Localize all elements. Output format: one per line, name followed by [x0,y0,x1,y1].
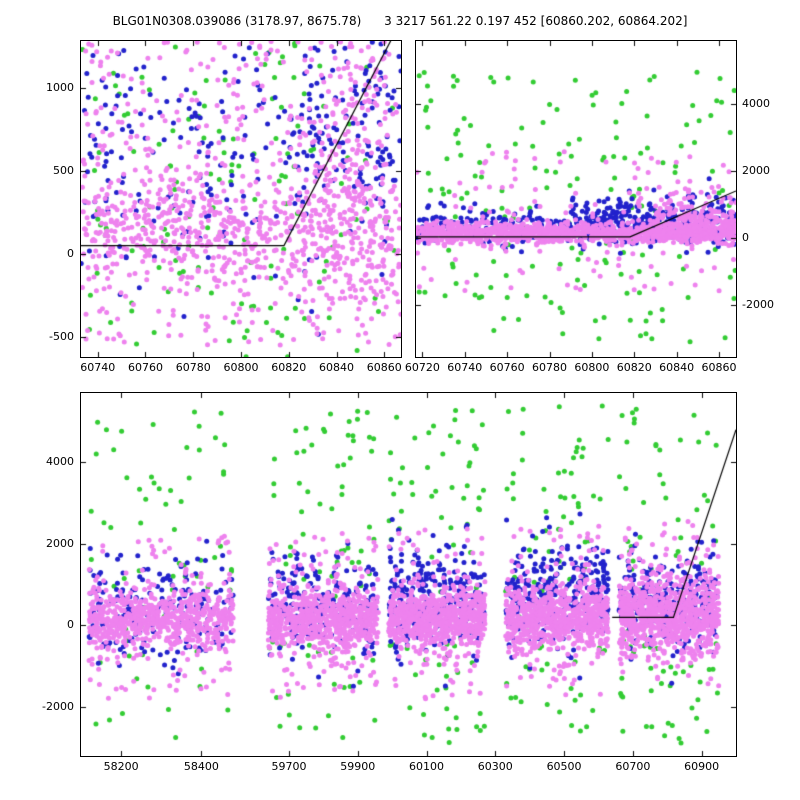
x-tick-label: 60500 [546,760,582,773]
scatter-canvas-zoom-left [81,41,401,357]
scatter-canvas-zoom-right [416,41,736,357]
x-tick-label: 60860 [701,361,737,374]
y-tick-label: 2000 [742,163,770,177]
y-tick-label: 4000 [742,96,770,110]
x-tick-label: 60760 [489,361,525,374]
y-tick-label: 500 [53,163,74,177]
y-tick-label: 0 [742,230,749,244]
scatter-canvas-full-lightcurve [81,393,736,756]
x-tick-label: 60740 [447,361,483,374]
y-tick-label: 2000 [46,536,74,550]
x-tick-label: 60800 [223,361,259,374]
x-tick-label: 59900 [340,760,376,773]
y-tick-label: 0 [67,246,74,260]
x-tick-label: 60300 [477,760,513,773]
x-tick-label: 60720 [404,361,440,374]
x-tick-label: 60100 [409,760,444,773]
x-tick-label: 60900 [684,760,720,773]
figure-title: BLG01N0308.039086 (3178.97, 8675.78) 3 3… [112,14,688,28]
x-tick-label: 58400 [183,760,219,773]
x-tick-label: 60700 [615,760,651,773]
x-tick-label: 60820 [271,361,307,374]
plot-zoom-left [80,40,402,358]
y-tick-label: -500 [49,330,74,344]
x-tick-label: 59700 [271,760,307,773]
y-tick-label: -2000 [742,298,774,311]
y-tick-label: 4000 [46,455,74,469]
y-tick-label: -2000 [42,700,74,714]
plot-zoom-right [415,40,737,358]
x-tick-label: 58200 [103,760,139,773]
x-tick-label: 60820 [616,361,652,374]
x-tick-label: 60760 [127,361,163,374]
y-tick-label: 0 [67,618,74,632]
x-tick-label: 60740 [80,361,116,374]
y-tick-label: 1000 [46,80,74,94]
x-tick-label: 60840 [319,361,355,374]
x-tick-label: 60840 [659,361,695,374]
x-tick-label: 60800 [574,361,610,374]
x-tick-label: 60780 [175,361,211,374]
x-tick-label: 60780 [532,361,567,374]
x-tick-label: 60860 [366,361,402,374]
plot-full-lightcurve [80,392,737,757]
